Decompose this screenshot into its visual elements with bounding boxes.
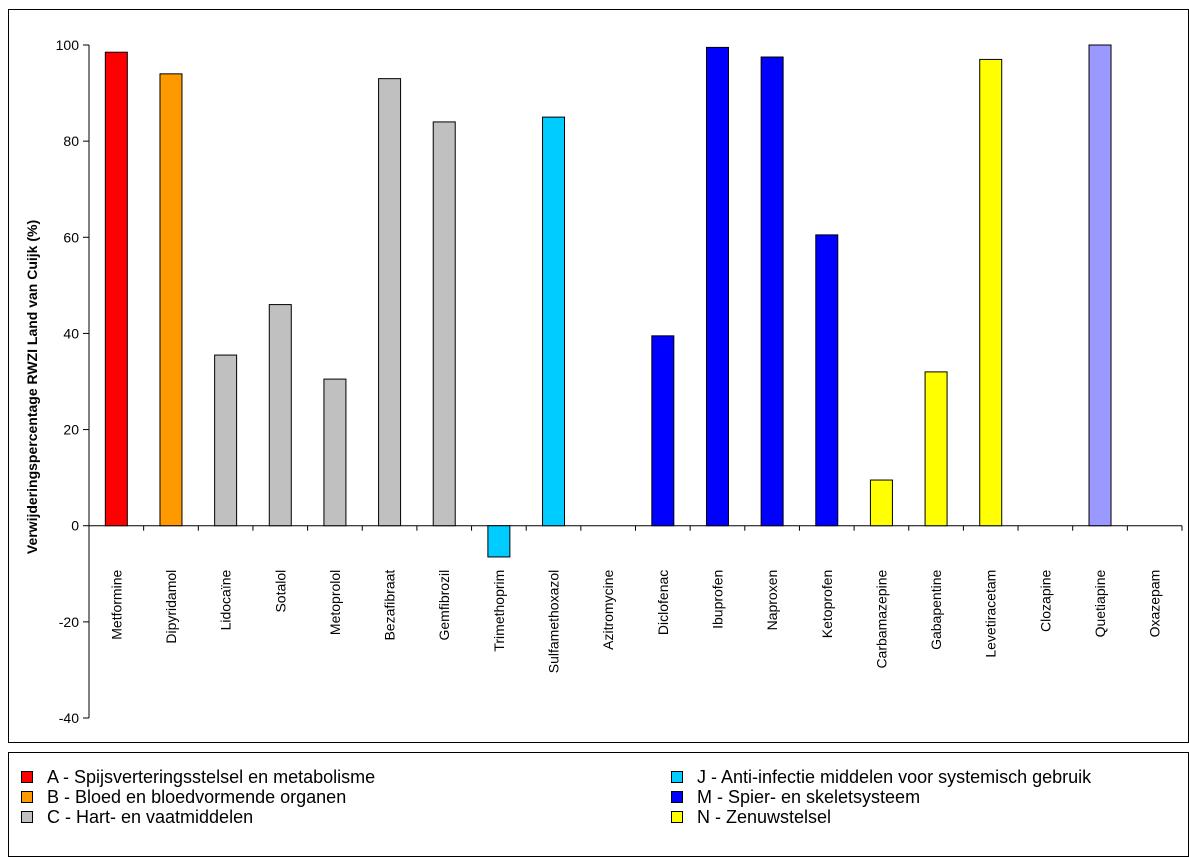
bars xyxy=(104,44,1112,558)
x-tick-label: Metformine xyxy=(108,570,124,640)
bar xyxy=(487,525,511,558)
x-tick-label: Diclofenac xyxy=(655,570,671,635)
legend-label: J - Anti-infectie middelen voor systemis… xyxy=(697,766,1092,787)
bar xyxy=(432,121,456,527)
y-tick-label: 80 xyxy=(63,133,79,149)
legend-label: M - Spier- en skeletsysteem xyxy=(697,786,921,807)
legend: A - Spijsverteringsstelsel en metabolism… xyxy=(8,752,1189,857)
bar xyxy=(378,78,402,527)
y-tick-label: -20 xyxy=(59,614,79,630)
bar xyxy=(1088,44,1112,527)
y-tick-label: 100 xyxy=(56,37,80,53)
bar xyxy=(651,335,675,527)
legend-item-b: B - Bloed en bloedvormende organen xyxy=(21,787,346,807)
legend-swatch xyxy=(671,771,683,783)
legend-label: C - Hart- en vaatmiddelen xyxy=(47,806,254,827)
labels: Metformine Dipyridamol Lidocaïne Sotalol Met… xyxy=(108,570,1162,674)
x-tick-label: Levetiracetam xyxy=(983,570,999,658)
bar xyxy=(705,46,729,527)
x-tick-label: Bezafibraat xyxy=(382,570,398,641)
legend-swatch xyxy=(671,811,683,823)
legend-item-c: C - Hart- en vaatmiddelen xyxy=(21,807,253,827)
legend-label: N - Zenuwstelsel xyxy=(697,806,832,827)
bar xyxy=(760,56,784,527)
legend-label: A - Spijsverteringsstelsel en metabolism… xyxy=(47,766,376,787)
bar xyxy=(159,73,183,527)
bar xyxy=(214,354,238,527)
x-tick-label: Sotalol xyxy=(272,570,288,613)
x-tick-label: Quetiapine xyxy=(1092,570,1108,638)
x-tick-label: Sulfamethoxazol xyxy=(546,570,562,674)
bar xyxy=(323,378,347,527)
x-tick-label: Dipyridamol xyxy=(163,570,179,644)
x-tick-label: Gabapentine xyxy=(928,570,944,650)
bar xyxy=(268,304,292,527)
x-tick-label: Ketoprofen xyxy=(819,570,835,639)
bar xyxy=(815,234,839,527)
x-tick-label: Metoprolol xyxy=(327,570,343,635)
x-tick-label: Clozapine xyxy=(1037,570,1053,632)
legend-swatch xyxy=(671,791,683,803)
legend-swatch xyxy=(21,771,33,783)
legend-swatch xyxy=(21,811,33,823)
legend-item-j: J - Anti-infectie middelen voor systemis… xyxy=(671,767,1091,787)
x-tick-label: Lidocaïne xyxy=(218,570,234,631)
bar xyxy=(869,479,893,527)
x-tick-label: Naproxen xyxy=(764,570,780,631)
legend-label: B - Bloed en bloedvormende organen xyxy=(47,786,347,807)
legend-swatch xyxy=(21,791,33,803)
y-tick-label: 60 xyxy=(63,229,79,245)
bar xyxy=(542,116,566,527)
legend-item-n: N - Zenuwstelsel xyxy=(671,807,831,827)
y-tick-label: 40 xyxy=(63,325,79,341)
x-tick-label: Gemfibrozil xyxy=(436,570,452,641)
y-tick-label: 20 xyxy=(63,422,79,438)
y-axis-label: Verwijderingspercentage RWZI Land van Cu… xyxy=(24,220,40,554)
y-tick-label: 0 xyxy=(71,518,79,534)
x-tick-label: Carbamazepine xyxy=(873,570,889,669)
bar xyxy=(924,371,948,527)
legend-item-a: A - Spijsverteringsstelsel en metabolism… xyxy=(21,767,375,787)
bar xyxy=(979,58,1003,527)
x-tick-label: Oxazepam xyxy=(1147,570,1163,638)
x-tick-label: Ibuprofen xyxy=(709,570,725,629)
x-tick-label: Azitromycine xyxy=(600,570,616,650)
legend-item-m: M - Spier- en skeletsysteem xyxy=(671,787,920,807)
y-tick-label: -40 xyxy=(59,710,79,726)
x-tick-label: Trimethoprim xyxy=(491,570,507,652)
bar xyxy=(104,51,128,527)
bar-chart: -40 -20 0 20 40 60 80 100 Metformine Dipyridamol… xyxy=(24,37,1183,726)
